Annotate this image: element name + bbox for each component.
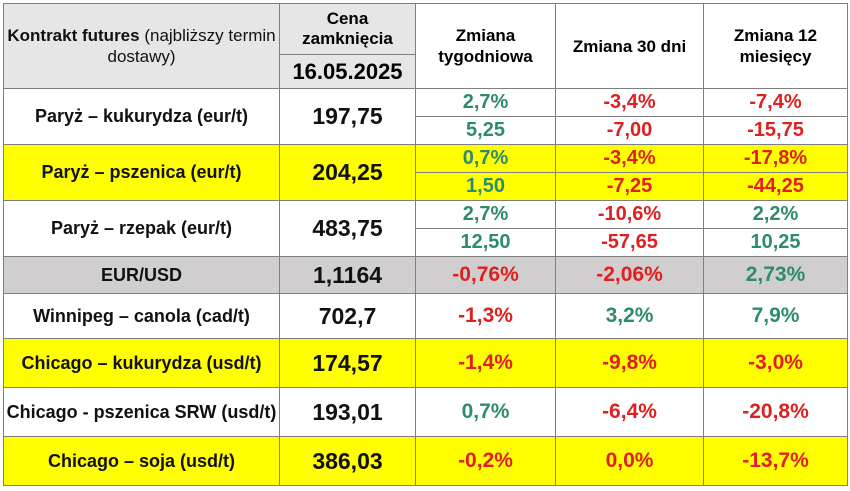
table-row: Paryż – kukurydza (eur/t) 197,75 2,7% -3… — [3, 88, 848, 145]
m12-abs: 10,25 — [703, 228, 848, 257]
m12-pct: 7,9% — [703, 293, 848, 339]
table-row: Paryż – rzepak (eur/t) 483,75 2,7% -10,6… — [3, 200, 848, 257]
row-price: 204,25 — [279, 144, 416, 201]
d30-pct: 3,2% — [555, 293, 704, 339]
row-price: 193,01 — [279, 387, 416, 437]
weekly-pct: 0,7% — [415, 387, 556, 437]
row-name: EUR/USD — [3, 256, 280, 294]
row-name: Chicago - pszenica SRW (usd/t) — [3, 387, 280, 437]
m12-pct: -17,8% — [703, 144, 848, 173]
weekly-abs: 12,50 — [415, 228, 556, 257]
d30-abs: -57,65 — [555, 228, 704, 257]
d30-abs: -7,00 — [555, 116, 704, 145]
row-price: 702,7 — [279, 293, 416, 339]
table-row-sub: 5,25 -7,00 -15,75 — [4, 116, 848, 145]
header-12m: Zmiana 12 miesięcy — [703, 3, 848, 89]
weekly-pct: -1,3% — [415, 293, 556, 339]
m12-pct: -7,4% — [703, 88, 848, 117]
d30-pct: -10,6% — [555, 200, 704, 229]
row-price: 174,57 — [279, 338, 416, 388]
table-row: Winnipeg – canola (cad/t) 702,7 -1,3% 3,… — [3, 293, 848, 339]
row-price: 386,03 — [279, 436, 416, 486]
table-row: Chicago - pszenica SRW (usd/t) 193,01 0,… — [3, 387, 848, 437]
weekly-pct: 2,7% — [415, 200, 556, 229]
header-date: 16.05.2025 — [279, 54, 416, 89]
header-contract-bold: Kontrakt futures — [7, 26, 140, 45]
m12-abs: -44,25 — [703, 172, 848, 201]
weekly-abs: 1,50 — [415, 172, 556, 201]
d30-pct: -9,8% — [555, 338, 704, 388]
m12-pct: -20,8% — [703, 387, 848, 437]
d30-pct: 0,0% — [555, 436, 704, 486]
m12-pct: -3,0% — [703, 338, 848, 388]
table-row: Paryż – pszenica (eur/t) 204,25 0,7% -3,… — [3, 144, 848, 201]
m12-pct: -13,7% — [703, 436, 848, 486]
weekly-abs: 5,25 — [415, 116, 556, 145]
table-row: EUR/USD 1,1164 -0,76% -2,06% 2,73% — [3, 256, 848, 294]
weekly-pct: 2,7% — [415, 88, 556, 117]
d30-abs: -7,25 — [555, 172, 704, 201]
row-name: Paryż – kukurydza (eur/t) — [3, 88, 280, 145]
header-contract: Kontrakt futures (najbliższy termin dost… — [3, 3, 280, 89]
header-weekly: Zmiana tygodniowa — [415, 3, 556, 89]
weekly-pct: -1,4% — [415, 338, 556, 388]
header-price-label: Cena zamknięcia — [279, 3, 416, 55]
d30-pct: -3,4% — [555, 144, 704, 173]
table-row: Chicago – soja (usd/t) 386,03 -0,2% 0,0%… — [3, 436, 848, 486]
m12-abs: -15,75 — [703, 116, 848, 145]
row-price: 197,75 — [279, 88, 416, 145]
row-name: Paryż – rzepak (eur/t) — [3, 200, 280, 257]
weekly-pct: -0,2% — [415, 436, 556, 486]
weekly-pct: -0,76% — [415, 256, 556, 294]
table-row-sub: 1,50 -7,25 -44,25 — [4, 172, 848, 201]
table-row: Chicago – kukurydza (usd/t) 174,57 -1,4%… — [3, 338, 848, 388]
d30-pct: -3,4% — [555, 88, 704, 117]
row-name: Chicago – soja (usd/t) — [3, 436, 280, 486]
row-name: Winnipeg – canola (cad/t) — [3, 293, 280, 339]
weekly-pct: 0,7% — [415, 144, 556, 173]
row-price: 1,1164 — [279, 256, 416, 294]
row-name: Chicago – kukurydza (usd/t) — [3, 338, 280, 388]
header-30d: Zmiana 30 dni — [555, 3, 704, 89]
m12-pct: 2,73% — [703, 256, 848, 294]
d30-pct: -6,4% — [555, 387, 704, 437]
row-price: 483,75 — [279, 200, 416, 257]
m12-pct: 2,2% — [703, 200, 848, 229]
header-contract-note: (najbliższy termin dostawy) — [107, 26, 276, 66]
futures-table: Kontrakt futures (najbliższy termin dost… — [3, 3, 848, 486]
row-name: Paryż – pszenica (eur/t) — [3, 144, 280, 201]
d30-pct: -2,06% — [555, 256, 704, 294]
